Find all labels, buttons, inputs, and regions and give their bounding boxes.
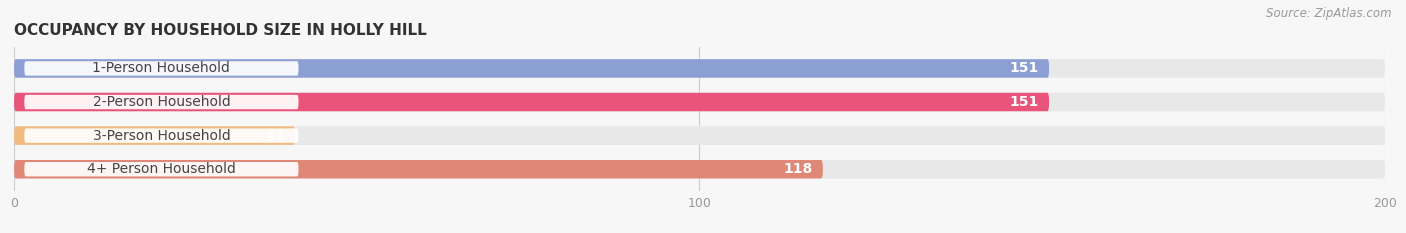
Text: 2-Person Household: 2-Person Household: [93, 95, 231, 109]
Text: 41: 41: [266, 129, 285, 143]
FancyBboxPatch shape: [14, 160, 1385, 178]
Text: 118: 118: [783, 162, 813, 176]
FancyBboxPatch shape: [24, 128, 298, 143]
FancyBboxPatch shape: [14, 93, 1049, 111]
Text: OCCUPANCY BY HOUSEHOLD SIZE IN HOLLY HILL: OCCUPANCY BY HOUSEHOLD SIZE IN HOLLY HIL…: [14, 24, 427, 38]
FancyBboxPatch shape: [14, 126, 295, 145]
FancyBboxPatch shape: [14, 126, 1385, 145]
FancyBboxPatch shape: [14, 59, 1385, 78]
FancyBboxPatch shape: [14, 160, 823, 178]
FancyBboxPatch shape: [24, 95, 298, 109]
FancyBboxPatch shape: [14, 59, 1049, 78]
Text: 4+ Person Household: 4+ Person Household: [87, 162, 236, 176]
Text: 151: 151: [1010, 62, 1039, 75]
FancyBboxPatch shape: [24, 61, 298, 76]
FancyBboxPatch shape: [24, 162, 298, 176]
Text: 3-Person Household: 3-Person Household: [93, 129, 231, 143]
Text: 151: 151: [1010, 95, 1039, 109]
Text: Source: ZipAtlas.com: Source: ZipAtlas.com: [1267, 7, 1392, 20]
FancyBboxPatch shape: [14, 93, 1385, 111]
Text: 1-Person Household: 1-Person Household: [93, 62, 231, 75]
